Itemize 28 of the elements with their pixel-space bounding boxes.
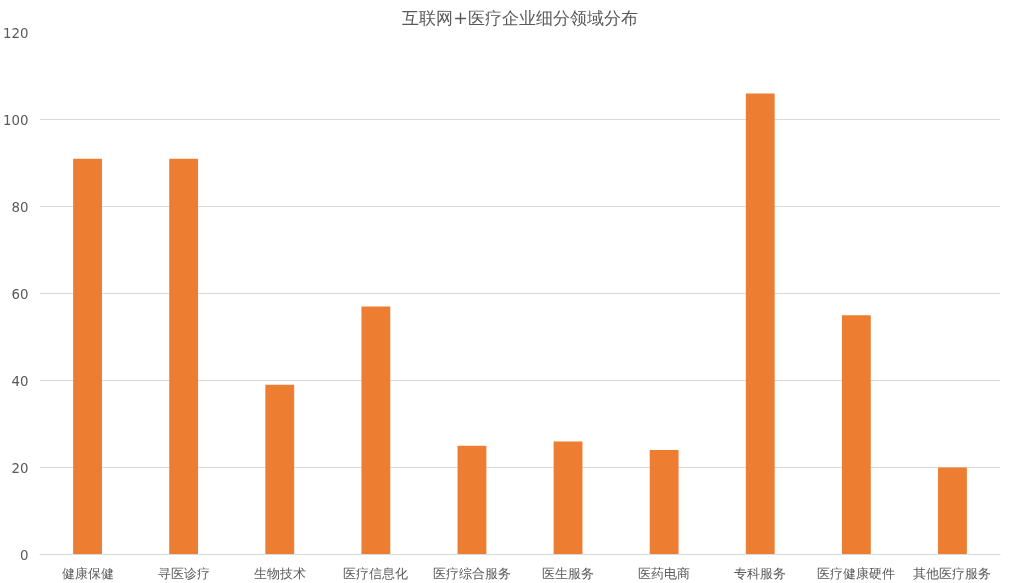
bar (649, 450, 679, 555)
x-tick-label: 医疗健康硬件 (817, 565, 896, 581)
bar (73, 158, 102, 555)
bar (457, 445, 487, 555)
bar (265, 384, 295, 555)
chart-title: 互联网+医疗企业细分领域分布 (402, 7, 638, 28)
x-tick-label: 其他医疗服务 (913, 565, 992, 581)
x-tick-label: 专科服务 (734, 565, 787, 581)
y-tick-label: 120 (3, 25, 29, 41)
x-tick-label: 寻医诊疗 (157, 565, 210, 581)
y-tick-label: 0 (20, 547, 29, 563)
y-tick-label: 100 (3, 112, 29, 128)
bar (745, 93, 775, 555)
bar (169, 158, 199, 555)
y-tick-label: 40 (11, 373, 29, 389)
x-tick-label: 医疗信息化 (343, 565, 409, 581)
x-tick-label: 生物技术 (253, 565, 306, 581)
x-tick-label: 医生服务 (542, 565, 595, 581)
y-tick-label: 20 (11, 460, 29, 476)
x-tick-label: 医药电商 (638, 565, 691, 581)
x-tick-label: 健康保健 (61, 565, 114, 581)
y-tick-label: 80 (11, 199, 29, 215)
bar (553, 441, 583, 555)
bar (938, 467, 967, 555)
x-tick-label: 医疗综合服务 (432, 565, 511, 581)
y-tick-label: 60 (11, 286, 29, 302)
bar (841, 315, 871, 555)
bar (361, 306, 391, 555)
